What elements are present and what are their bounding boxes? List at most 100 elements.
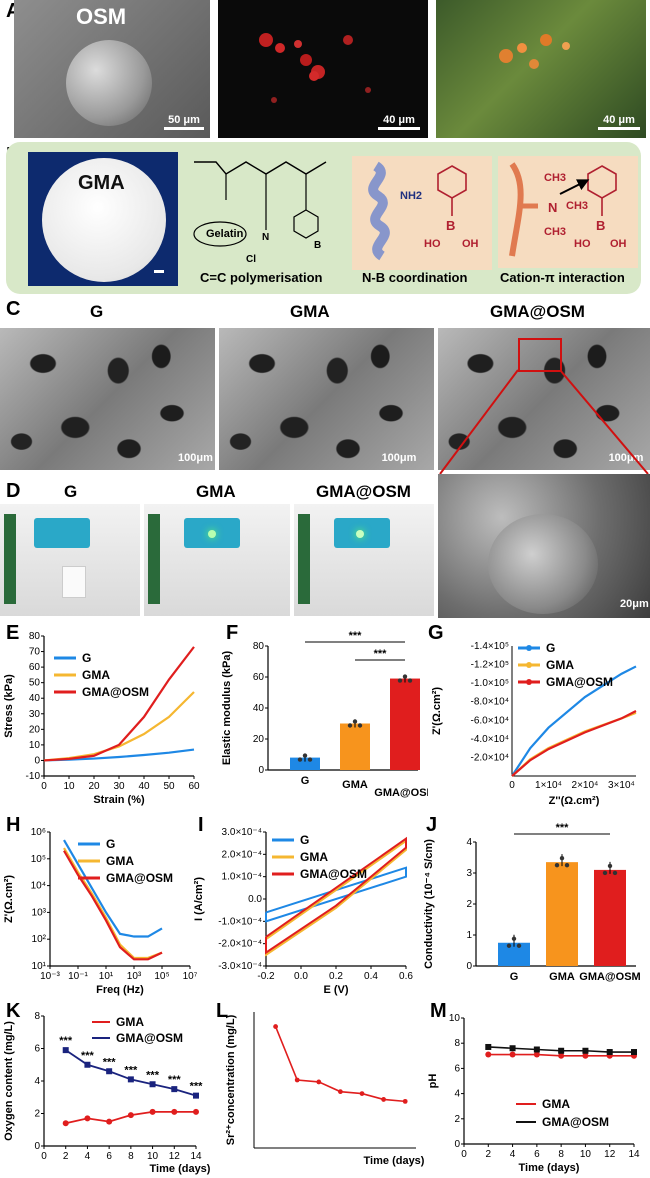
scale-bar-b bbox=[154, 270, 164, 273]
cl-label: Cl bbox=[246, 254, 256, 265]
chart-g-y-label: Z'(Ω.cm²) bbox=[431, 687, 443, 735]
sem-gmaosm: 100μm bbox=[438, 328, 650, 470]
chart-k-x-tick-label: 12 bbox=[169, 1151, 181, 1162]
chart-j-y-tick-label: 0 bbox=[466, 961, 472, 972]
chart-k-point bbox=[62, 1120, 69, 1127]
chart-g-legend-label: GMA bbox=[546, 658, 574, 672]
chart-m-point bbox=[558, 1052, 565, 1059]
chart-j-point bbox=[602, 870, 608, 876]
chart-i-x-tick-label: 0.6 bbox=[399, 971, 413, 982]
chart-g-legend-marker bbox=[526, 662, 532, 668]
panel-label-i: I bbox=[198, 814, 204, 836]
panel-c-title-g: G bbox=[90, 302, 104, 321]
chart-g-y-tick-label: -2.0×10⁴ bbox=[471, 752, 510, 763]
osm-title: OSM bbox=[76, 4, 127, 29]
chart-j-category-label: GMA@OSM bbox=[579, 971, 640, 983]
chart-m-point bbox=[582, 1047, 589, 1054]
chart-j-y-tick-label: 3 bbox=[466, 868, 472, 879]
chart-k-x-tick-label: 2 bbox=[63, 1151, 69, 1162]
chart-m-x-tick-label: 4 bbox=[510, 1149, 516, 1160]
chart-i-legend-label: GMA@OSM bbox=[300, 867, 367, 881]
ch3-label-3: CH3 bbox=[544, 226, 567, 238]
chart-e-y-tick-label: 0 bbox=[34, 755, 40, 766]
chart-m-point bbox=[509, 1051, 516, 1058]
chart-g-legend-label: G bbox=[546, 641, 555, 655]
chart-g-legend-marker bbox=[526, 679, 532, 685]
chart-j-point bbox=[516, 943, 522, 948]
chart-e-x-tick-label: 60 bbox=[188, 781, 200, 792]
chart-f-bar bbox=[340, 723, 370, 770]
scale-bar-c3: 100μm bbox=[608, 452, 644, 464]
chart-h-y-tick-label: 10³ bbox=[32, 907, 47, 918]
chart-m-point bbox=[509, 1045, 516, 1052]
n-plus-label: N bbox=[262, 232, 270, 243]
chart-g-y-tick-label: -1.0×10⁵ bbox=[471, 678, 509, 689]
chart-j-bar bbox=[498, 942, 530, 966]
chart-i-y-tick-label: -2.0×10⁻⁴ bbox=[218, 939, 262, 950]
chart-i-x-label: E (V) bbox=[323, 984, 348, 996]
chart-e-y-tick-label: 80 bbox=[29, 631, 41, 642]
scale-bar-a3: 40 μm bbox=[598, 114, 640, 130]
chart-f-y-tick-label: 80 bbox=[253, 641, 265, 652]
chart-i-x-tick-label: 0.2 bbox=[329, 971, 343, 982]
chart-e-x-label: Strain (%) bbox=[93, 794, 145, 806]
chart-k-point bbox=[127, 1076, 134, 1083]
chart-i-x-tick-label: -0.2 bbox=[257, 971, 275, 982]
panel-label-m: M bbox=[430, 1000, 447, 1022]
chart-h: 10¹ 10² 10³ 10⁴ 10⁵ 10⁶ 10⁻³ 10⁻¹ 10¹ 10³ 10⁵ 10⁷ Fr… bbox=[3, 827, 198, 996]
chart-m-y-label: pH bbox=[427, 1074, 439, 1089]
chart-j-point bbox=[559, 855, 565, 861]
chart-k-y-tick-label: 6 bbox=[34, 1044, 40, 1055]
n-label-2: N bbox=[548, 200, 558, 215]
chart-m-point bbox=[533, 1046, 540, 1053]
panel-label-k: K bbox=[6, 1000, 21, 1022]
chart-h-y-tick-label: 10⁶ bbox=[31, 827, 46, 838]
chart-k-point bbox=[171, 1086, 178, 1093]
chart-h-line-G bbox=[63, 839, 163, 938]
chart-h-y-tick-label: 10⁵ bbox=[31, 854, 46, 865]
chart-f-point bbox=[302, 753, 308, 758]
chart-g: -2.0×10⁴ -4.0×10⁴ -6.0×10⁴ -8.0×10⁴ -1.0×10⁵… bbox=[431, 641, 637, 807]
chart-e-y-label: Stress (kPa) bbox=[3, 674, 15, 738]
chart-f-sig-label: *** bbox=[374, 648, 388, 660]
chart-k-x-tick-label: 10 bbox=[147, 1151, 159, 1162]
chart-f-point bbox=[352, 719, 358, 724]
chart-f-sig-label: *** bbox=[349, 630, 363, 642]
nh2-label: NH2 bbox=[400, 190, 423, 202]
chart-i-y-tick-label: -1.0×10⁻⁴ bbox=[218, 916, 262, 927]
chart-l-y-label: Sr²⁺concentration (mg/L) bbox=[225, 1014, 237, 1145]
chart-k-y-tick-label: 8 bbox=[34, 1011, 40, 1022]
chart-l-point bbox=[381, 1097, 386, 1102]
chart-j-point bbox=[554, 862, 560, 868]
chart-l-point bbox=[338, 1089, 343, 1095]
chart-k-point bbox=[193, 1092, 199, 1099]
chart-j-point bbox=[564, 862, 570, 868]
chart-h-legend-label: GMA@OSM bbox=[106, 871, 173, 885]
caption-nb: N-B coordination bbox=[362, 270, 468, 285]
chart-k-point bbox=[127, 1112, 134, 1119]
chart-i-x-tick-label: 0.4 bbox=[364, 971, 378, 982]
chart-j-bar bbox=[546, 862, 578, 966]
chart-j-bar bbox=[594, 869, 626, 966]
chart-j-point bbox=[612, 870, 618, 876]
chart-k-legend-label: GMA@OSM bbox=[116, 1031, 183, 1045]
scale-bar-c1: 100μm bbox=[178, 452, 213, 464]
chart-h-y-label: Z'(Ω.cm²) bbox=[3, 875, 15, 923]
chart-e-y-tick-label: 60 bbox=[29, 662, 41, 673]
chart-k-point bbox=[149, 1108, 156, 1115]
osm-elemental-map-red: 40 μm bbox=[218, 0, 428, 138]
panel-label-h: H bbox=[6, 814, 21, 836]
chart-i-x-tick-label: 0.0 bbox=[294, 971, 308, 982]
chart-k-x-label: Time (days) bbox=[150, 1163, 211, 1175]
panel-d-title-gmaosm: GMA@OSM bbox=[316, 482, 411, 501]
chart-f-y-tick-label: 20 bbox=[253, 734, 265, 745]
chart-g-y-tick-label: -1.2×10⁵ bbox=[471, 660, 509, 671]
chart-e-y-tick-label: -10 bbox=[26, 771, 41, 782]
chart-h-x-tick-label: 10¹ bbox=[99, 971, 114, 982]
chart-e-x-tick-label: 0 bbox=[41, 781, 47, 792]
chart-e-x-tick-label: 40 bbox=[138, 781, 150, 792]
chart-e-legend-label: GMA@OSM bbox=[82, 685, 149, 699]
chart-f-category-label: G bbox=[301, 775, 310, 787]
chart-k-sig-label: *** bbox=[59, 1035, 73, 1047]
caption-cation-pi: Cation-π interaction bbox=[500, 270, 625, 285]
